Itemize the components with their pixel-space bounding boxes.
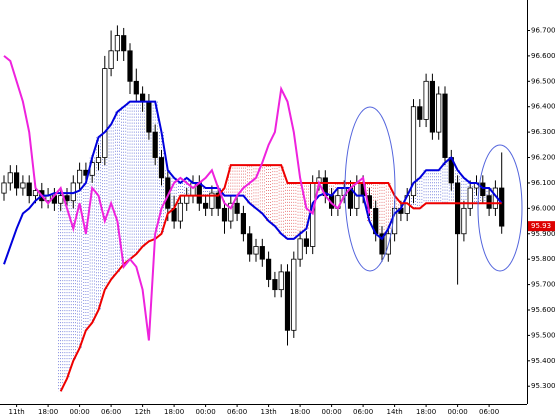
candle-body bbox=[259, 246, 265, 260]
candle-body bbox=[26, 182, 32, 197]
y-tick-label: 96.200 bbox=[531, 154, 556, 162]
x-tick-label: 06:00 bbox=[479, 408, 499, 416]
candle-body bbox=[278, 271, 284, 291]
candle-body bbox=[202, 202, 209, 209]
y-tick-label: 96.700 bbox=[531, 26, 556, 34]
candle-body bbox=[1, 182, 7, 194]
y-tick-label: 95.300 bbox=[531, 382, 556, 390]
overlays bbox=[344, 106, 523, 272]
candle-body bbox=[177, 202, 183, 222]
candle-body bbox=[480, 182, 486, 197]
y-tick-label: 96.100 bbox=[531, 179, 556, 187]
y-tick-label: 95.500 bbox=[531, 331, 556, 339]
x-tick-label: 18:00 bbox=[290, 408, 310, 416]
candle-body bbox=[436, 93, 442, 133]
candle-body bbox=[467, 187, 473, 209]
candle-body bbox=[442, 93, 448, 158]
candle-body bbox=[265, 258, 272, 280]
x-tick-label: 00:00 bbox=[196, 408, 216, 416]
indicator-line bbox=[59, 164, 502, 392]
candle-body bbox=[102, 68, 108, 158]
candle-body bbox=[423, 80, 429, 120]
y-tick-label: 96.400 bbox=[531, 103, 556, 111]
y-tick-label: 96.000 bbox=[531, 204, 556, 212]
highlight-ellipse bbox=[477, 144, 523, 272]
candle-body bbox=[108, 50, 114, 70]
candle-body bbox=[184, 195, 190, 204]
x-tick-label: 18:00 bbox=[164, 408, 184, 416]
candle-body bbox=[121, 35, 127, 52]
x-tick-label: 06:00 bbox=[101, 408, 121, 416]
x-tick-label: 18:00 bbox=[416, 408, 436, 416]
y-tick-label: 95.900 bbox=[531, 230, 556, 238]
candle-body bbox=[297, 238, 303, 260]
candle-body bbox=[133, 80, 139, 95]
candle-body bbox=[272, 279, 278, 291]
candle-body bbox=[20, 182, 26, 189]
candle-body bbox=[410, 106, 417, 197]
candle-body bbox=[303, 238, 310, 247]
candle-body bbox=[215, 192, 221, 209]
indicator-line bbox=[3, 55, 371, 341]
candle-body bbox=[152, 131, 158, 158]
last-price-label: 95.93 bbox=[531, 222, 551, 230]
candle-body bbox=[114, 35, 120, 52]
candle-body bbox=[32, 190, 39, 197]
x-tick-label: 06:00 bbox=[353, 408, 373, 416]
highlight-ellipse bbox=[344, 106, 396, 272]
candle-body bbox=[209, 192, 215, 209]
candle-body bbox=[247, 233, 253, 255]
y-tick-label: 96.500 bbox=[531, 77, 556, 85]
candle-body bbox=[240, 213, 246, 235]
candle-body bbox=[77, 169, 83, 184]
x-tick-label: 11th bbox=[9, 408, 25, 416]
candle-body bbox=[234, 202, 240, 214]
x-tick-label: 18:00 bbox=[38, 408, 58, 416]
x-tick-label: 12th bbox=[135, 408, 151, 416]
y-tick-label: 95.700 bbox=[531, 281, 556, 289]
candle-body bbox=[146, 101, 152, 133]
candle-body bbox=[499, 187, 505, 227]
candle-body bbox=[417, 106, 423, 120]
x-tick-label: 06:00 bbox=[227, 408, 247, 416]
candle-body bbox=[58, 195, 64, 204]
y-tick-label: 96.300 bbox=[531, 128, 556, 136]
candle-body bbox=[127, 50, 133, 82]
candle-body bbox=[64, 195, 70, 202]
candle-body bbox=[253, 246, 259, 255]
y-tick-label: 95.400 bbox=[531, 357, 556, 365]
y-tick-label: 95.800 bbox=[531, 255, 556, 263]
x-tick-label: 00:00 bbox=[322, 408, 342, 416]
candle-body bbox=[7, 172, 13, 184]
candle-body bbox=[454, 182, 461, 235]
candle-body bbox=[291, 258, 297, 331]
x-tick-label: 00:00 bbox=[70, 408, 90, 416]
candle-body bbox=[13, 172, 20, 189]
x-tick-label: 13th bbox=[261, 408, 277, 416]
candle-body bbox=[221, 207, 228, 222]
candle-body bbox=[196, 182, 202, 204]
candle-body bbox=[461, 207, 467, 235]
candle-body bbox=[486, 195, 492, 209]
y-tick-label: 96.600 bbox=[531, 52, 556, 60]
candle-body bbox=[158, 157, 165, 179]
candle-body bbox=[228, 202, 234, 222]
last-price-tag bbox=[528, 221, 555, 232]
candle-body bbox=[379, 233, 385, 255]
indicator-line bbox=[3, 100, 503, 265]
candle-body bbox=[139, 93, 146, 103]
candle-body bbox=[95, 157, 102, 164]
x-tick-label: 00:00 bbox=[448, 408, 468, 416]
plot-area bbox=[1, 25, 505, 392]
y-tick-label: 95.600 bbox=[531, 306, 556, 314]
candle-body bbox=[429, 80, 436, 133]
x-tick-label: 14th bbox=[387, 408, 403, 416]
candle-body bbox=[284, 271, 291, 331]
